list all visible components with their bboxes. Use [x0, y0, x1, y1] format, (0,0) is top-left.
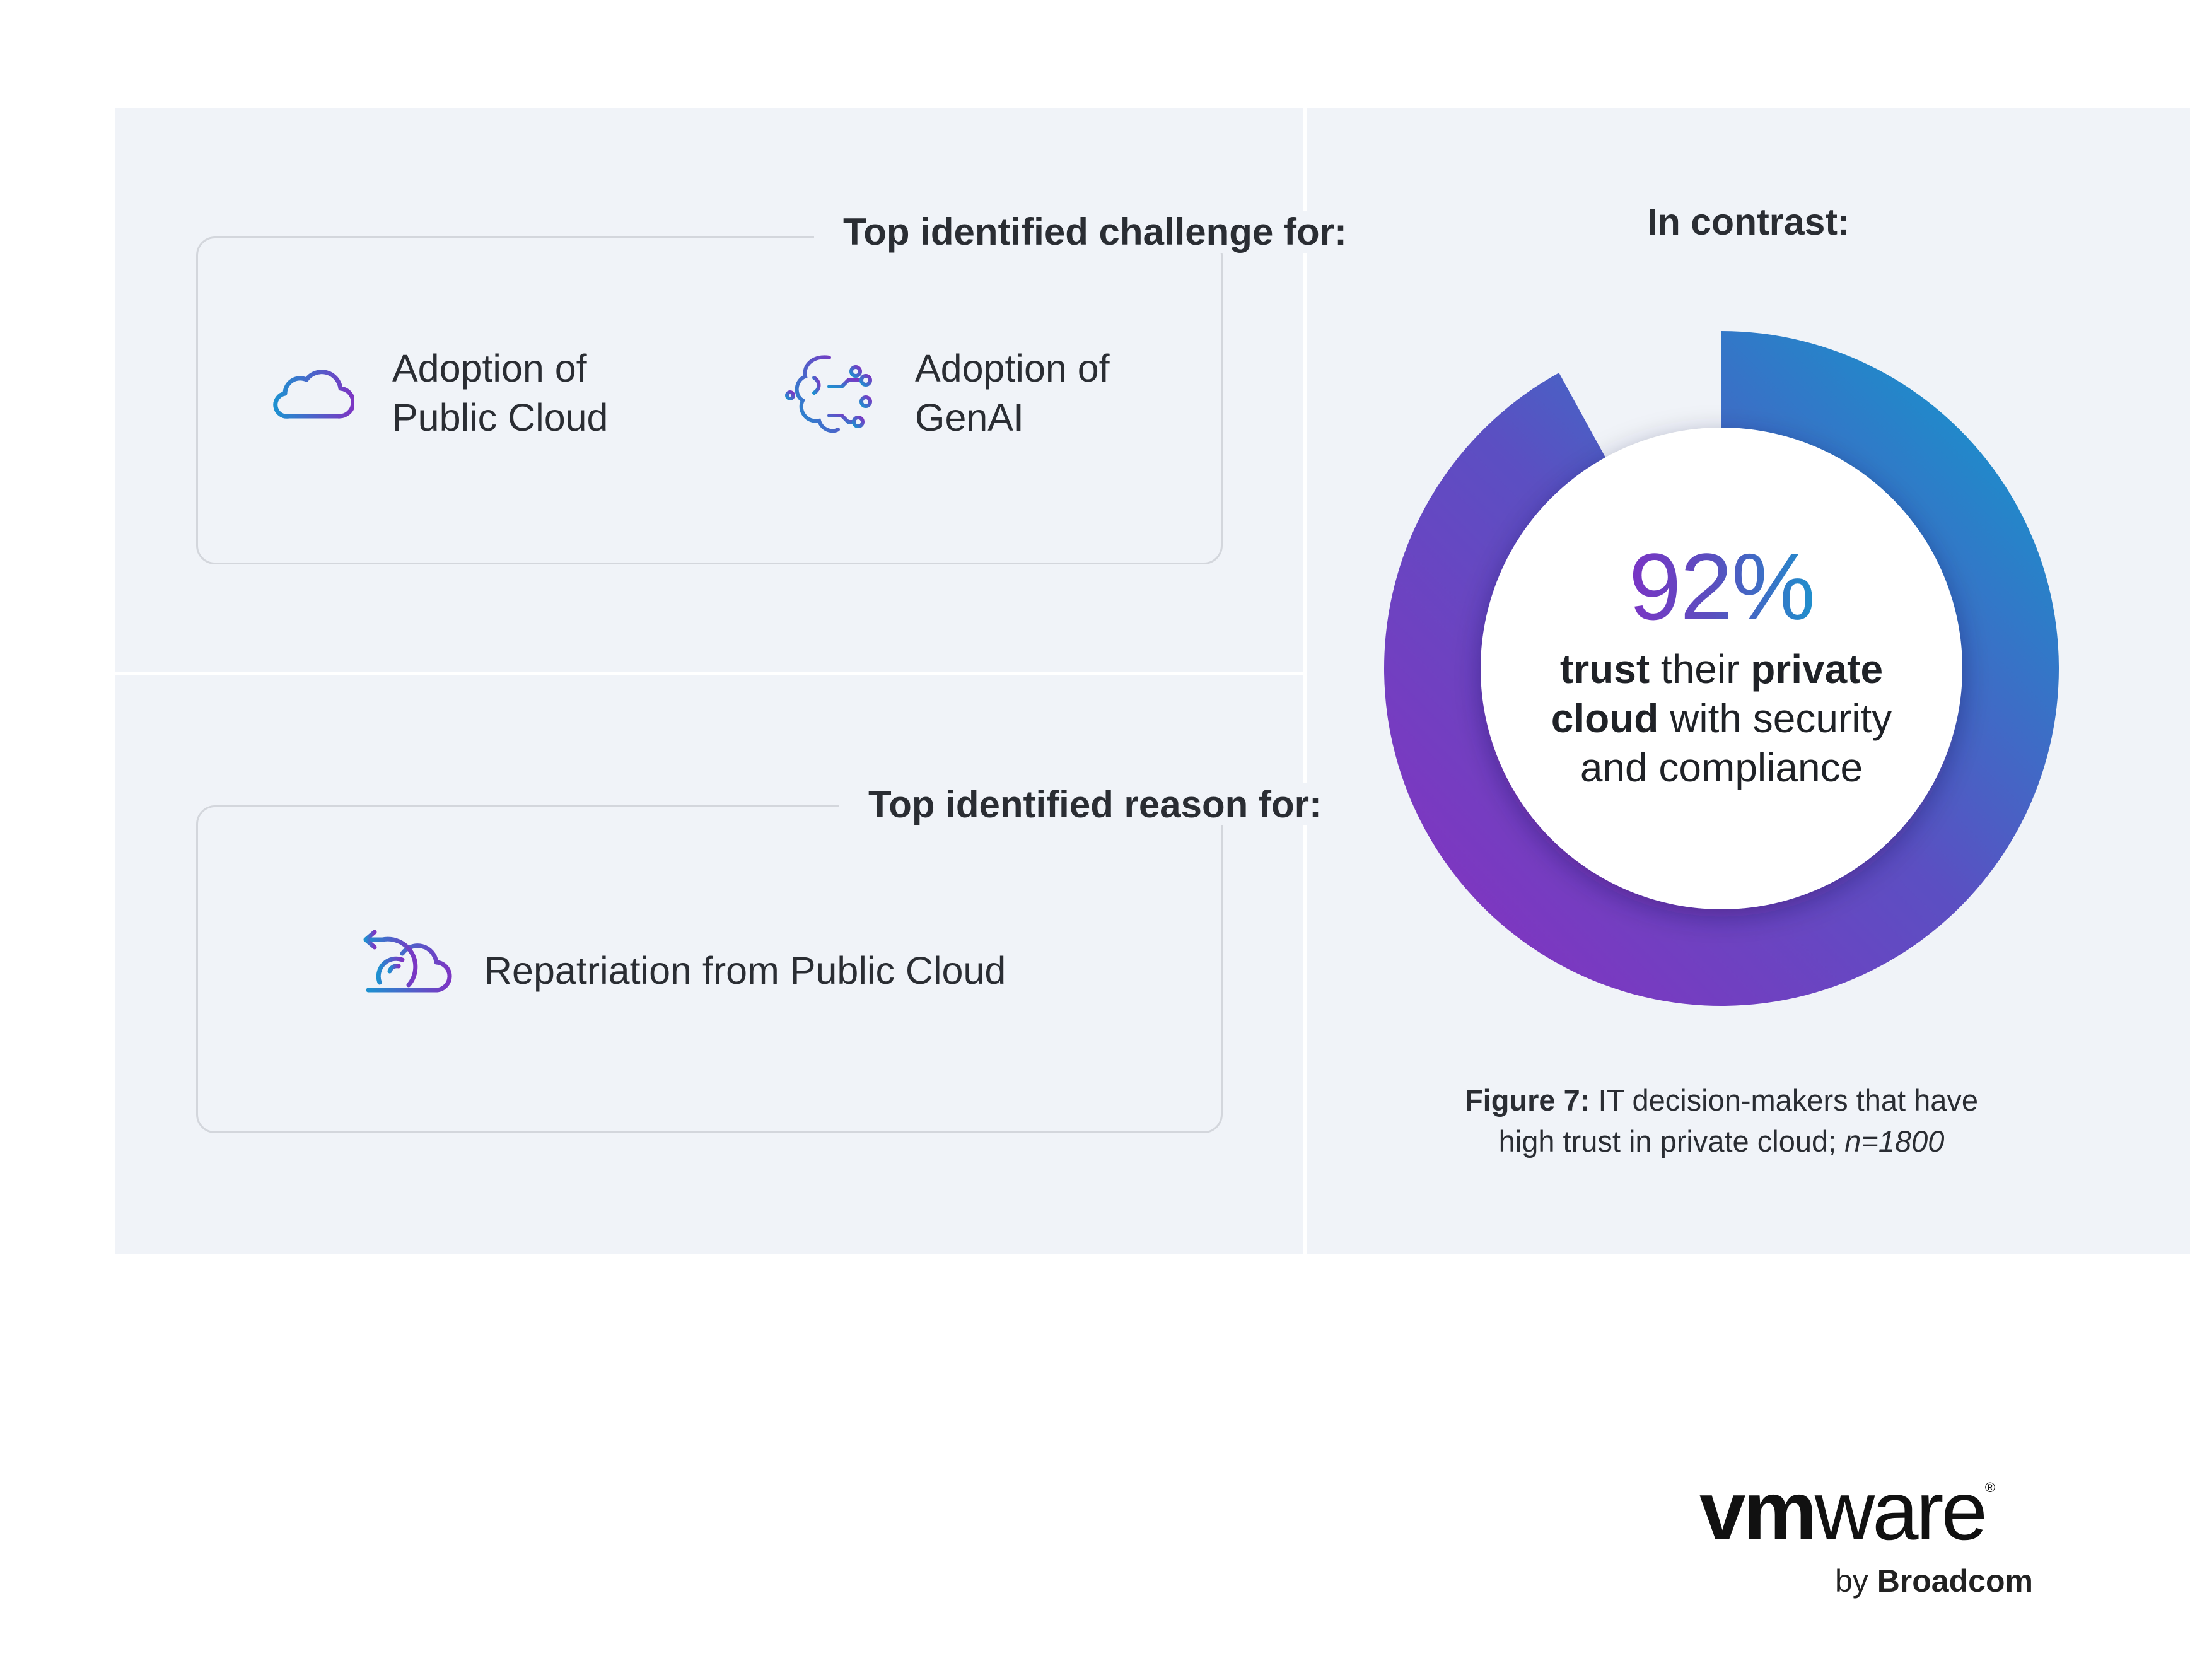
reason-box — [196, 805, 1223, 1133]
cloud-return-icon — [341, 930, 452, 993]
figure-caption: Figure 7: IT decision-makers that have h… — [1464, 1083, 1979, 1158]
challenge-box — [196, 236, 1223, 564]
reason-item-repatriation: Repatriation from Public Cloud — [484, 949, 1006, 992]
challenge-title: Top identified challenge for: — [0, 211, 2190, 253]
reason-title: Top identified reason for: — [0, 783, 2190, 825]
ai-brain-icon — [785, 355, 872, 433]
donut-description: trust their private cloud with security … — [1551, 646, 1892, 790]
challenge-item-genai: Adoption of GenAI — [915, 347, 1110, 439]
left-panel — [115, 108, 1303, 1254]
panel-divider — [115, 672, 1303, 675]
broadcom-byline: by Broadcom — [1835, 1563, 2033, 1599]
contrast-title: In contrast: — [1647, 201, 1850, 243]
percent-value: 92% — [1628, 534, 1815, 639]
donut-chart — [1384, 331, 2059, 1006]
vmware-logo: vmware® — [1699, 1464, 1996, 1557]
donut-center — [1481, 428, 1962, 909]
challenge-item-public-cloud: Adoption of Public Cloud — [392, 347, 609, 439]
cloud-icon — [273, 370, 354, 419]
